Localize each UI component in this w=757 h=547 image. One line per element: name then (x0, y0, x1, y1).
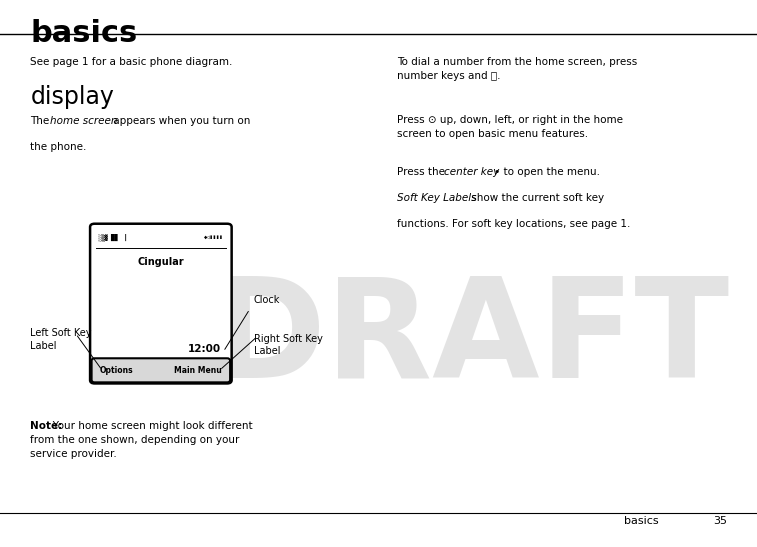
Text: Options: Options (100, 366, 133, 375)
Text: home screen: home screen (50, 116, 117, 126)
Text: center key: center key (444, 167, 500, 177)
Text: To dial a number from the home screen, press
number keys and Ⓝ.: To dial a number from the home screen, p… (397, 57, 637, 82)
Text: ◆◁▮▮▮▮: ◆◁▮▮▮▮ (204, 234, 223, 240)
Text: See page 1 for a basic phone diagram.: See page 1 for a basic phone diagram. (30, 57, 232, 67)
Text: DRAFT: DRAFT (210, 272, 729, 406)
Text: Clock: Clock (254, 295, 280, 305)
Text: • to open the menu.: • to open the menu. (491, 167, 600, 177)
Text: Press ⊙ up, down, left, or right in the home
screen to open basic menu features.: Press ⊙ up, down, left, or right in the … (397, 115, 624, 139)
Text: ░▒▓ ██  ┃: ░▒▓ ██ ┃ (98, 233, 128, 241)
Text: display: display (30, 85, 114, 109)
Text: 12:00: 12:00 (188, 344, 221, 354)
Text: Cingular: Cingular (138, 257, 184, 267)
FancyBboxPatch shape (92, 358, 230, 382)
Text: Press the: Press the (397, 167, 449, 177)
Text: functions. For soft key locations, see page 1.: functions. For soft key locations, see p… (397, 219, 631, 229)
Text: 35: 35 (713, 516, 727, 526)
Text: Soft Key Labels: Soft Key Labels (397, 193, 477, 203)
Text: The: The (30, 116, 53, 126)
Text: Right Soft Key
Label: Right Soft Key Label (254, 334, 322, 356)
FancyBboxPatch shape (90, 224, 232, 383)
Text: Main Menu: Main Menu (174, 366, 222, 375)
Text: appears when you turn on: appears when you turn on (110, 116, 250, 126)
Text: Left Soft Key
Label: Left Soft Key Label (30, 328, 92, 351)
Text: the phone.: the phone. (30, 142, 86, 152)
Text: Note:: Note: (30, 421, 63, 431)
Text: basics: basics (30, 19, 138, 48)
Text: show the current soft key: show the current soft key (468, 193, 604, 203)
Text: basics: basics (624, 516, 659, 526)
Text: Your home screen might look different
from the one shown, depending on your
serv: Your home screen might look different fr… (30, 421, 253, 459)
